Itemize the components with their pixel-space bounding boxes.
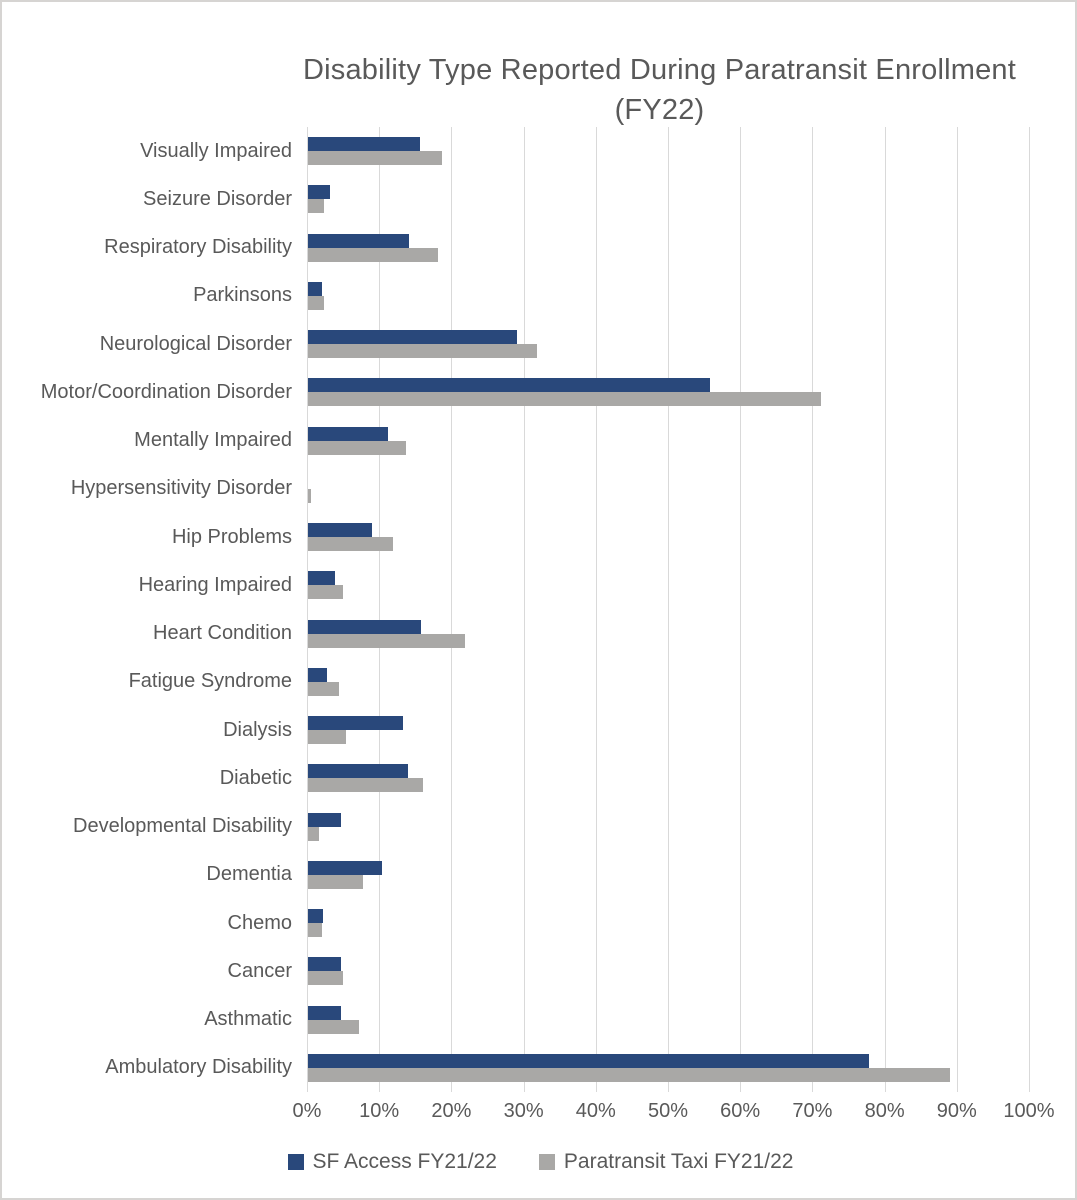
bar-paratransit-taxi xyxy=(308,199,324,214)
bar-paratransit-taxi xyxy=(308,295,324,310)
bar-paratransit-taxi xyxy=(308,1019,360,1034)
category-label: Motor/Coordination Disorder xyxy=(40,380,292,403)
bar-paratransit-taxi xyxy=(308,778,423,793)
gridline xyxy=(812,127,814,1092)
chart-title-line-2: (FY22) xyxy=(614,94,705,126)
bar-sf-access xyxy=(308,619,421,634)
bar-sf-access xyxy=(308,378,711,393)
bar-paratransit-taxi xyxy=(308,730,346,745)
category-label: Heart Condition xyxy=(153,622,292,645)
category-label: Hip Problems xyxy=(171,525,292,548)
bar-sf-access xyxy=(308,860,383,875)
gridline xyxy=(668,127,669,1092)
x-axis-tick-label: 20% xyxy=(431,1100,472,1122)
bar-paratransit-taxi xyxy=(308,585,344,600)
bar-paratransit-taxi xyxy=(308,681,340,696)
category-label: Neurological Disorder xyxy=(99,332,292,355)
category-label: Parkinsons xyxy=(193,284,292,307)
bar-paratransit-taxi xyxy=(308,440,407,455)
bar-sf-access xyxy=(308,426,389,441)
legend-label: Paratransit Taxi FY21/22 xyxy=(563,1150,794,1173)
bar-paratransit-taxi xyxy=(308,633,465,648)
bar-sf-access xyxy=(308,185,330,200)
category-label: Visually Impaired xyxy=(140,139,292,162)
category-label: Seizure Disorder xyxy=(143,187,292,210)
gridline xyxy=(1029,127,1030,1092)
category-label: Developmental Disability xyxy=(73,815,292,838)
x-axis-tick-label: 90% xyxy=(936,1100,977,1122)
bar-paratransit-taxi xyxy=(308,488,311,503)
category-label: Cancer xyxy=(227,959,292,982)
plot-area xyxy=(307,127,1030,1092)
category-label: Dementia xyxy=(206,863,292,886)
chart-title-line-1: Disability Type Reported During Paratran… xyxy=(302,54,1017,86)
category-label: Respiratory Disability xyxy=(104,236,292,259)
category-label: Fatigue Syndrome xyxy=(128,670,292,693)
chart-title: Disability Type Reported During Paratran… xyxy=(252,50,1067,130)
x-axis-tick-label: 100% xyxy=(1003,1100,1055,1122)
gridline xyxy=(884,127,886,1092)
category-label: Hypersensitivity Disorder xyxy=(70,477,292,500)
bar-sf-access xyxy=(308,909,324,924)
x-axis-tick-label: 50% xyxy=(647,1100,689,1122)
category-label: Diabetic xyxy=(219,766,292,789)
x-axis-tick-label: 0% xyxy=(292,1100,322,1122)
bar-sf-access xyxy=(308,764,409,779)
category-label: Ambulatory Disability xyxy=(105,1056,292,1079)
bar-sf-access xyxy=(308,523,372,538)
legend: SF Access FY21/22 Paratransit Taxi FY21/2… xyxy=(2,1150,1075,1174)
bar-paratransit-taxi xyxy=(308,392,821,407)
category-label: Mentally Impaired xyxy=(134,429,292,452)
bar-paratransit-taxi xyxy=(308,247,438,262)
bar-paratransit-taxi xyxy=(308,971,343,986)
bar-paratransit-taxi xyxy=(308,1067,950,1082)
legend-swatch-icon xyxy=(287,1154,304,1170)
bar-paratransit-taxi xyxy=(308,151,442,166)
bar-sf-access xyxy=(308,233,410,248)
bar-sf-access xyxy=(308,330,518,345)
category-label: Asthmatic xyxy=(204,1008,292,1031)
bar-paratransit-taxi xyxy=(308,874,363,889)
category-label: Dialysis xyxy=(223,718,292,741)
bar-sf-access xyxy=(308,1053,869,1068)
bar-sf-access xyxy=(308,281,323,296)
bar-paratransit-taxi xyxy=(308,826,319,841)
gridline xyxy=(595,127,597,1092)
legend-item-paratransit-taxi: Paratransit Taxi FY21/22 xyxy=(538,1150,794,1174)
bar-sf-access xyxy=(308,137,420,152)
bar-sf-access xyxy=(308,957,342,972)
x-axis-tick-label: 40% xyxy=(575,1100,616,1122)
bar-paratransit-taxi xyxy=(308,923,322,938)
bar-sf-access xyxy=(308,667,328,682)
gridline xyxy=(956,127,958,1092)
x-axis-tick-label: 60% xyxy=(720,1100,761,1122)
x-axis-tick-label: 10% xyxy=(359,1100,400,1122)
legend-label: SF Access FY21/22 xyxy=(312,1150,497,1173)
category-label: Chemo xyxy=(227,911,292,934)
legend-swatch-icon xyxy=(538,1154,555,1170)
gridline xyxy=(523,127,525,1092)
gridline xyxy=(740,127,742,1092)
bar-sf-access xyxy=(308,1005,342,1020)
category-label: Hearing Impaired xyxy=(138,573,292,596)
x-axis-tick-label: 70% xyxy=(792,1100,833,1122)
bar-paratransit-taxi xyxy=(308,537,394,552)
x-axis-tick-label: 30% xyxy=(503,1100,544,1122)
bar-sf-access xyxy=(308,716,404,731)
bar-sf-access xyxy=(308,812,342,827)
x-axis: 0% 10% 20% 30% 40% 50% 60% 70% 80% 90% 100% xyxy=(2,1100,1075,1128)
gridline xyxy=(307,127,308,1092)
x-axis-tick-label: 80% xyxy=(864,1100,905,1122)
gridline xyxy=(379,127,381,1092)
category-axis: Visually Impaired Seizure Disorder Respira… xyxy=(2,127,292,1092)
bar-sf-access xyxy=(308,571,336,586)
bar-paratransit-taxi xyxy=(308,344,537,359)
gridline xyxy=(451,127,453,1092)
legend-item-sf-access: SF Access FY21/22 xyxy=(287,1150,497,1174)
